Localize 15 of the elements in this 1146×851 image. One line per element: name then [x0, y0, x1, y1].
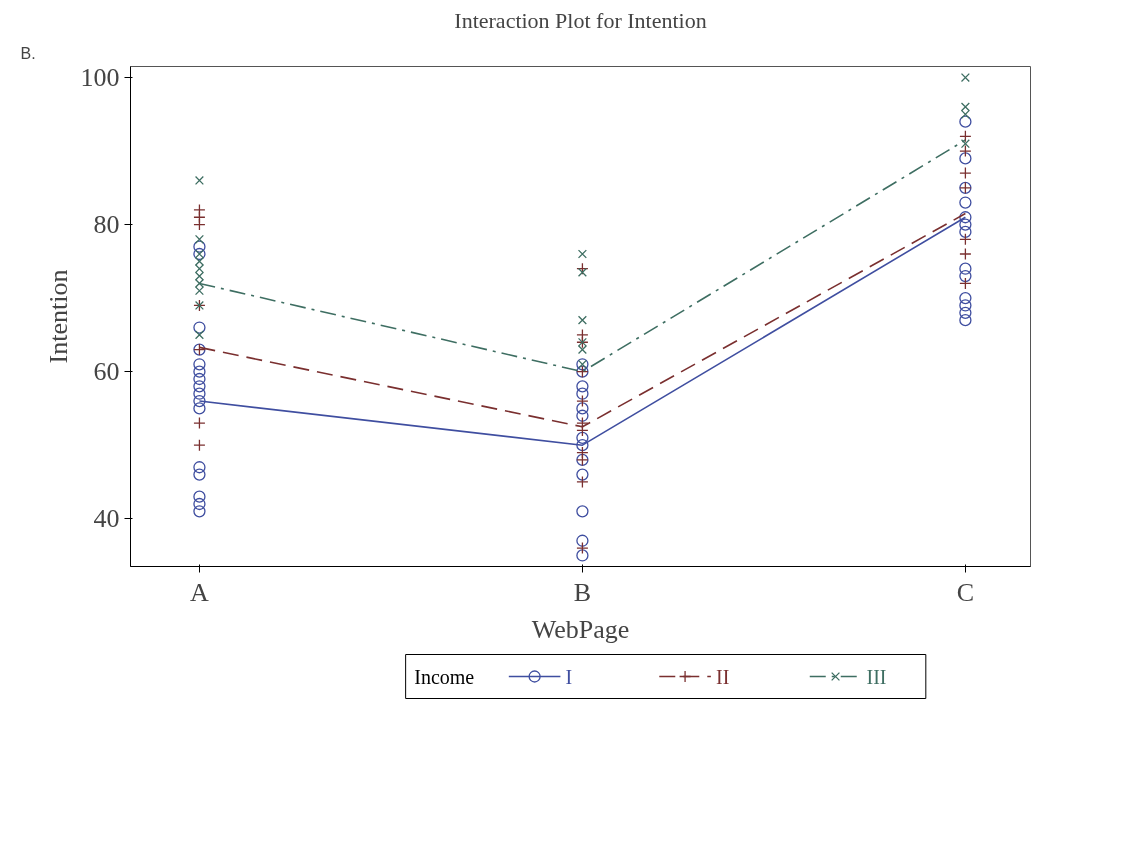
y-tick-label: 40	[93, 504, 120, 534]
x-axis-title: WebPage	[531, 614, 630, 644]
legend-label: II	[716, 665, 730, 688]
y-tick-label: 100	[80, 63, 120, 93]
x-tick-label: A	[190, 577, 210, 607]
y-tick-label: 60	[93, 357, 120, 387]
y-tick-label: 80	[93, 210, 120, 240]
legend-label: I	[565, 665, 573, 688]
x-tick-label: C	[956, 577, 975, 607]
x-tick-label: B	[573, 577, 592, 607]
y-axis-title: Intention	[43, 269, 73, 364]
text: B.	[20, 44, 36, 62]
chart-title: Interaction Plot for Intention	[454, 7, 707, 33]
legend-title: Income	[414, 665, 475, 688]
legend-label: III	[866, 665, 887, 688]
